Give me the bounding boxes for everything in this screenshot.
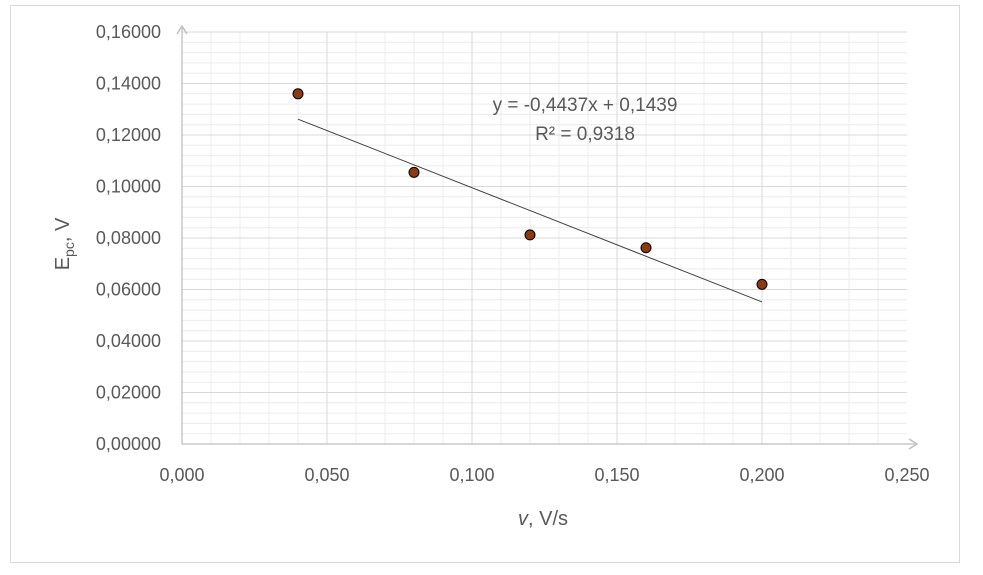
y-tick-label: 0,10000 [96,177,161,197]
x-axis-title: v, V/s [518,508,568,530]
y-tick-label: 0,12000 [96,125,161,145]
y-axis-title: Epc, V [52,217,77,270]
axes [176,24,919,450]
y-tick-label: 0,06000 [96,280,161,300]
trendline [297,118,763,303]
major-grid [182,31,907,444]
y-axis-title-base: E [52,257,74,270]
data-point [408,166,420,178]
x-tick-label: 0,050 [304,465,349,485]
y-tick-label: 0,16000 [96,22,161,42]
y-tick-label: 0,04000 [96,331,161,351]
scatter-chart: 0,00000 0,02000 0,04000 0,06000 0,08000 0,100… [52,22,930,530]
x-tick-label: 0,000 [159,465,204,485]
trendline-equation: y = -0,4437x + 0,1439 [493,95,678,116]
data-point [640,242,652,254]
x-axis-arrow [908,438,919,450]
data-point [292,88,304,100]
y-tick-label: 0,02000 [96,383,161,403]
data-point [756,278,768,290]
y-axis-title-unit: , V [52,217,74,242]
y-tick-labels: 0,00000 0,02000 0,04000 0,06000 0,08000 0,100… [96,22,161,454]
x-axis-title-variable: v [518,508,529,530]
x-tick-labels: 0,000 0,050 0,100 0,150 0,200 0,250 [159,465,929,485]
y-tick-label: 0,00000 [96,434,161,454]
x-tick-label: 0,150 [594,465,639,485]
x-tick-label: 0,250 [884,465,929,485]
y-tick-label: 0,08000 [96,228,161,248]
x-tick-label: 0,200 [739,465,784,485]
y-tick-label: 0,14000 [96,74,161,94]
y-axis-title-subscript: pc [61,242,77,257]
data-points [292,88,768,290]
data-point [524,229,536,241]
chart-frame: 0,00000 0,02000 0,04000 0,06000 0,08000 0,100… [10,5,960,563]
y-axis-arrow [176,24,188,35]
x-tick-label: 0,100 [449,465,494,485]
trendline-r-squared: R² = 0,9318 [535,124,635,145]
x-axis-title-unit: , V/s [528,508,568,530]
